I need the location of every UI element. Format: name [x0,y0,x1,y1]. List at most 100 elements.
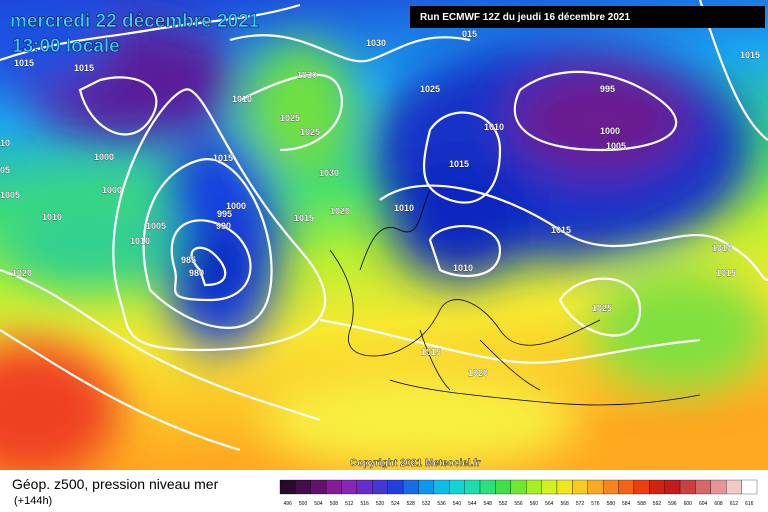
scale-label: 584 [622,501,631,507]
scale-label: 528 [407,501,416,507]
scale-label: 596 [668,501,677,507]
isobar-label: 1010 [232,94,252,104]
scale-swatch [402,479,419,495]
isobar-label: 995 [600,84,615,94]
scale-swatch [587,479,604,495]
isobar-label: 1025 [420,84,440,94]
scale-swatch [618,479,635,495]
scale-swatch [326,479,342,495]
scale-swatch [556,479,573,495]
scale-label: 536 [437,501,446,507]
isobar-label: 1005 [606,141,626,151]
isobar-label: 1015 [74,63,94,73]
scale-swatch [387,479,404,495]
scale-swatch [479,479,496,495]
isobar-label: 1030 [366,38,386,48]
scale-label: 616 [745,501,754,507]
isobar-label: 980 [189,268,204,278]
isobar-label: 1000 [94,152,114,162]
isobar-label: 1005 [146,221,166,231]
scale-label: 508 [330,501,339,507]
isobar-label: 1010 [712,243,732,253]
scale-swatch [418,479,435,495]
scale-swatch [633,479,650,495]
copyright: Copyright 2021 Meteociel.fr [350,458,481,469]
valid-time: 13:00 locale [12,36,120,57]
run-info: Run ECMWF 12Z du jeudi 16 décembre 2021 [420,12,630,23]
scale-swatch [372,479,388,495]
scale-label: 604 [699,501,708,507]
isobar-label: 05 [0,165,10,175]
field-title: Géop. z500, pression niveau mer [12,476,219,492]
scale-label: 532 [422,501,431,507]
isobar-label: 995 [217,209,232,219]
scale-label: 524 [391,501,400,507]
isobar-label: 1010 [42,212,62,222]
isobar-label: 1015 [14,58,34,68]
isobar-label: 1000 [102,185,122,195]
scale-swatch [495,479,511,495]
isobar-label: 1015 [740,50,760,60]
scale-label: 496 [284,501,293,507]
scale-swatch [279,479,296,495]
scale-swatch [602,479,619,495]
isobar-label: 1020 [468,368,488,378]
isobar-label: 1015 [421,347,441,357]
scale-label: 552 [499,501,508,507]
scale-swatch [572,479,588,495]
isobar-label: 1005 [0,190,20,200]
isobar-label: 1025 [280,113,300,123]
scale-label: 560 [530,501,539,507]
scale-swatch [510,479,527,495]
lead-time: (+144h) [14,495,52,507]
map-field [0,0,768,480]
isobar-label: 1000 [226,201,246,211]
scale-swatch [710,479,727,495]
isobar-label: 10 [0,138,10,148]
scale-swatch [726,479,742,495]
scale-label: 588 [637,501,646,507]
scale-label: 540 [453,501,462,507]
isobar-label: 1025 [592,303,612,313]
scale-swatch [449,479,465,495]
scale-label: 576 [591,501,600,507]
coastlines [329,189,701,406]
scale-swatch [679,479,696,495]
run-box [410,6,765,28]
isobar-label: 1015 [213,153,233,163]
color-scale: 496 500 504 508 512 516 520 524 528 532 536 540 544 5… [279,479,758,507]
isobar-label: 015 [462,29,477,39]
scale-swatch [341,479,358,495]
isobar-label: 1015 [294,213,314,223]
scale-label: 556 [514,501,523,507]
scale-swatch [526,479,542,495]
scale-swatch [649,479,665,495]
scale-swatch [310,479,327,495]
scale-swatch [541,479,558,495]
isobar-label: 1010 [394,203,414,213]
scale-swatch [664,479,681,495]
scale-label: 500 [299,501,308,507]
scale-label: 548 [484,501,493,507]
isobars [0,0,768,450]
scale-swatch [464,479,481,495]
scale-label: 580 [607,501,616,507]
isobar-label: 1020 [12,268,32,278]
scale-swatch [741,479,758,495]
scale-label: 612 [730,501,739,507]
isobar-label: 1010 [484,122,504,132]
scale-label: 600 [684,501,693,507]
isobar-label: 1000 [600,126,620,136]
scale-label: 564 [545,501,554,507]
isobar-label: 1030 [319,168,339,178]
isobar-label: 1015 [551,225,571,235]
scale-label: 572 [576,501,585,507]
isobar-label: 1030 [297,70,317,80]
isobar-label: 985 [181,255,196,265]
scale-label: 568 [560,501,569,507]
isobar-label: 1025 [300,127,320,137]
scale-label: 608 [714,501,723,507]
scale-label: 504 [314,501,323,507]
